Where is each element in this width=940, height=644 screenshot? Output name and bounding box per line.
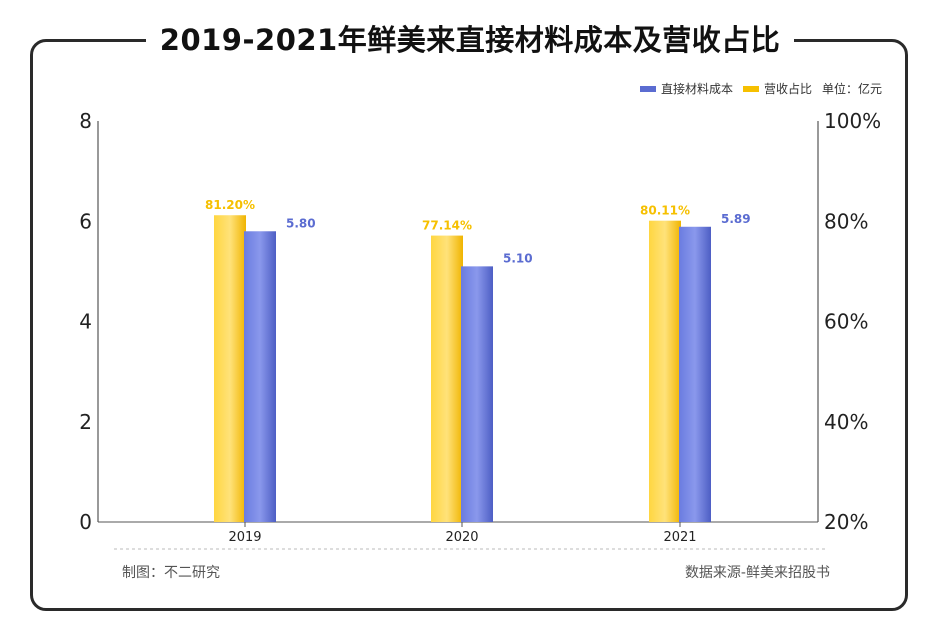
data-label-cost: 5.80 [286, 216, 316, 230]
y-left-tick-label: 0 [79, 510, 92, 534]
title-wrap: 2019-2021年鲜美来直接材料成本及营收占比 [0, 14, 940, 66]
y-right-tick-label: 60% [824, 310, 868, 334]
x-tick-label: 2021 [663, 530, 696, 545]
legend-swatch-yellow [742, 85, 759, 92]
bar-cost [461, 266, 493, 522]
bar-ratio [431, 235, 463, 522]
y-right-tick-label: 20% [824, 510, 868, 534]
y-right-tick-label: 100% [824, 109, 881, 133]
bar-cost [244, 231, 276, 522]
footer-credit: 制图：不二研究 [122, 565, 220, 581]
legend-unit: 单位：亿元 [821, 82, 882, 96]
data-label-cost: 5.10 [503, 251, 533, 265]
bar-cost [679, 226, 711, 523]
data-label-cost: 5.89 [721, 212, 751, 226]
chart-title: 2019-2021年鲜美来直接材料成本及营收占比 [145, 14, 795, 66]
x-tick-label: 2019 [228, 530, 261, 545]
legend-label-cost: 直接材料成本 [660, 82, 733, 96]
bar-ratio [649, 220, 681, 523]
y-left-tick-label: 6 [79, 209, 92, 233]
y-left-tick-label: 4 [79, 310, 92, 334]
y-right-tick-label: 80% [824, 209, 868, 233]
legend-label-ratio: 营收占比 [763, 82, 812, 96]
data-label-ratio: 81.20% [205, 198, 255, 212]
legend-item-ratio: 营收占比 [742, 80, 812, 97]
legend-swatch-blue [639, 85, 656, 92]
y-right-tick-label: 40% [824, 410, 868, 434]
footer-source: 数据来源-鲜美来招股书 [684, 565, 830, 581]
x-tick-label: 2020 [445, 530, 478, 545]
y-left-tick-label: 8 [79, 109, 92, 133]
bar-ratio [214, 215, 246, 523]
data-label-ratio: 77.14% [422, 219, 472, 233]
legend: 直接材料成本 营收占比 单位：亿元 [639, 80, 882, 97]
y-left-tick-label: 2 [79, 410, 92, 434]
data-label-ratio: 80.11% [640, 204, 690, 218]
legend-item-cost: 直接材料成本 [639, 80, 733, 97]
